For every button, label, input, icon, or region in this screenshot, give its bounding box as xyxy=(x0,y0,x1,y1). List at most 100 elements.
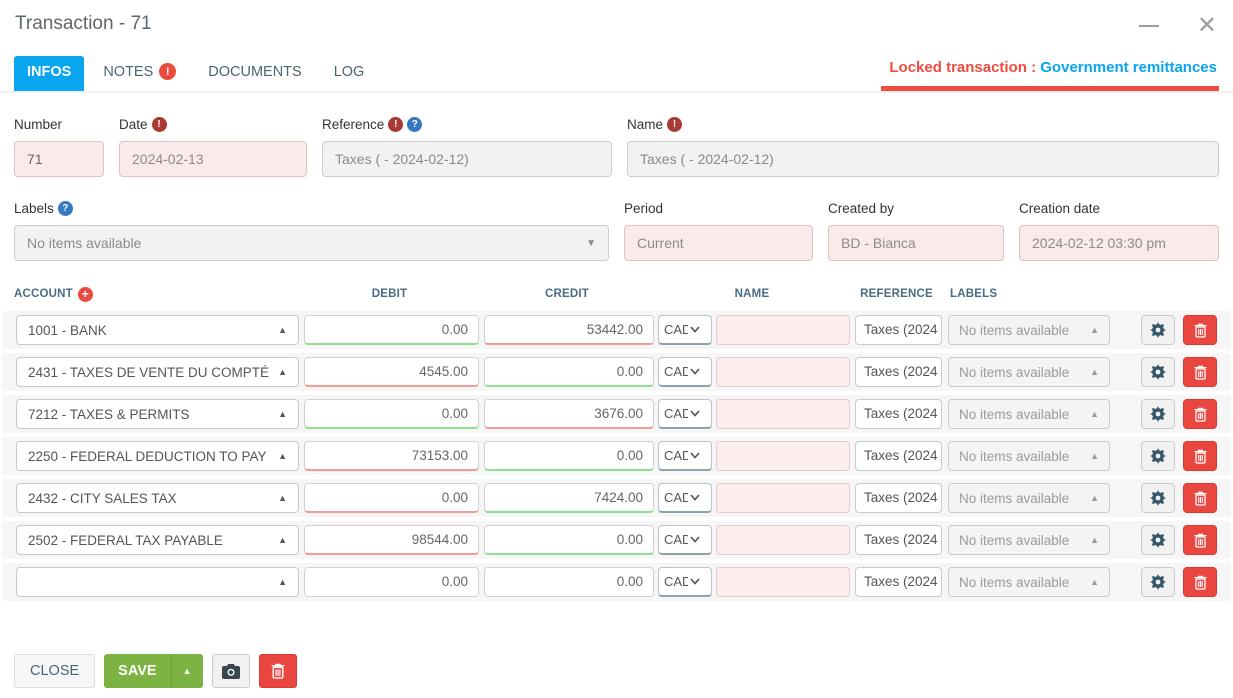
trash-icon xyxy=(1194,491,1206,506)
close-icon[interactable]: ✕ xyxy=(1196,12,1217,39)
row-reference-input[interactable]: Taxes (2024 xyxy=(855,483,942,513)
credit-input[interactable]: 7424.00 xyxy=(484,483,654,513)
snapshot-button[interactable] xyxy=(211,654,250,688)
row-settings-button[interactable] xyxy=(1141,483,1175,513)
titlebar: Transaction - 71 ✕ xyxy=(0,0,1233,39)
chevron-down-icon xyxy=(690,494,700,501)
row-name-input[interactable] xyxy=(716,399,850,429)
credit-column-header: CREDIT xyxy=(544,288,589,300)
entries-table: 1001 - BANK ▲ 0.00 53442.00 CAD Taxes (2… xyxy=(0,311,1233,601)
row-labels-select[interactable]: No items available ▲ xyxy=(948,567,1110,597)
row-labels-value: No items available xyxy=(959,574,1070,590)
tab-notes[interactable]: NOTES ! xyxy=(90,55,189,89)
row-delete-button[interactable] xyxy=(1183,315,1217,345)
tab-infos[interactable]: INFOS xyxy=(14,55,85,91)
row-reference-input[interactable]: Taxes (2024 xyxy=(855,567,942,597)
row-reference-input[interactable]: Taxes (2024 xyxy=(855,315,942,345)
debit-input[interactable]: 73153.00 xyxy=(304,441,479,471)
debit-input[interactable]: 0.00 xyxy=(304,483,479,513)
row-settings-button[interactable] xyxy=(1141,441,1175,471)
row-name-input[interactable] xyxy=(716,441,850,471)
row-reference-input[interactable]: Taxes (2024 xyxy=(855,399,942,429)
credit-input[interactable]: 53442.00 xyxy=(484,315,654,345)
credit-input[interactable]: 0.00 xyxy=(484,441,654,471)
currency-select-value: CAD xyxy=(664,532,688,547)
account-select[interactable]: 2432 - CITY SALES TAX ▲ xyxy=(16,483,299,513)
number-input[interactable]: 71 xyxy=(14,141,104,177)
period-input[interactable]: Current xyxy=(624,225,813,261)
row-reference-input[interactable]: Taxes (2024 xyxy=(855,441,942,471)
account-select[interactable]: 7212 - TAXES & PERMITS ▲ xyxy=(16,399,299,429)
row-name-input[interactable] xyxy=(716,483,850,513)
row-labels-select[interactable]: No items available ▲ xyxy=(948,399,1110,429)
currency-select[interactable]: CAD xyxy=(658,357,712,387)
close-button[interactable]: CLOSE xyxy=(14,654,96,688)
account-select[interactable]: 2250 - FEDERAL DEDUCTION TO PAY ▲ xyxy=(16,441,299,471)
row-settings-button[interactable] xyxy=(1141,399,1175,429)
entries-table-header: ACCOUNT + DEBIT CREDIT NAME REFERENCE LA… xyxy=(0,283,1233,305)
date-input[interactable]: 2024-02-13 xyxy=(119,141,307,177)
row-delete-button[interactable] xyxy=(1183,441,1217,471)
row-delete-button[interactable] xyxy=(1183,483,1217,513)
currency-select[interactable]: CAD xyxy=(658,441,712,471)
chevron-up-icon: ▲ xyxy=(278,409,287,419)
row-reference-input[interactable]: Taxes (2024 xyxy=(855,525,942,555)
currency-select[interactable]: CAD xyxy=(658,567,712,597)
debit-input[interactable]: 4545.00 xyxy=(304,357,479,387)
labels-dropdown[interactable]: No items available ▼ xyxy=(14,225,609,261)
required-warning-icon: ! xyxy=(667,117,683,132)
debit-input[interactable]: 0.00 xyxy=(304,399,479,429)
reference-label: Reference xyxy=(322,117,385,132)
row-settings-button[interactable] xyxy=(1141,525,1175,555)
row-labels-select[interactable]: No items available ▲ xyxy=(948,441,1110,471)
created-by-input[interactable]: BD - Bianca xyxy=(828,225,1004,261)
row-name-input[interactable] xyxy=(716,315,850,345)
currency-select[interactable]: CAD xyxy=(658,399,712,429)
debit-column-header: DEBIT xyxy=(371,288,408,300)
delete-transaction-button[interactable] xyxy=(258,654,297,688)
row-delete-button[interactable] xyxy=(1183,525,1217,555)
add-account-row-button[interactable]: + xyxy=(77,286,93,302)
name-input[interactable]: Taxes ( - 2024-02-12) xyxy=(627,141,1219,177)
account-select[interactable]: ▲ xyxy=(16,567,299,597)
save-button[interactable]: SAVE xyxy=(118,663,157,679)
row-labels-select[interactable]: No items available ▲ xyxy=(948,315,1110,345)
credit-input[interactable]: 0.00 xyxy=(484,525,654,555)
currency-select[interactable]: CAD xyxy=(658,315,712,345)
account-select[interactable]: 2431 - TAXES DE VENTE DU COMPTÉ ▲ xyxy=(16,357,299,387)
tab-documents[interactable]: DOCUMENTS xyxy=(195,56,314,89)
row-settings-button[interactable] xyxy=(1141,315,1175,345)
reference-input[interactable]: Taxes ( - 2024-02-12) xyxy=(322,141,612,177)
creation-date-input[interactable]: 2024-02-12 03:30 pm xyxy=(1019,225,1219,261)
row-delete-button[interactable] xyxy=(1183,567,1217,597)
help-icon[interactable]: ? xyxy=(57,201,73,216)
tab-log[interactable]: LOG xyxy=(321,56,378,89)
help-icon[interactable]: ? xyxy=(407,117,423,132)
debit-input[interactable]: 98544.00 xyxy=(304,525,479,555)
row-labels-select[interactable]: No items available ▲ xyxy=(948,525,1110,555)
minimize-icon[interactable] xyxy=(1138,25,1159,27)
row-delete-button[interactable] xyxy=(1183,357,1217,387)
row-labels-select[interactable]: No items available ▲ xyxy=(948,483,1110,513)
row-settings-button[interactable] xyxy=(1141,567,1175,597)
created-by-label: Created by xyxy=(828,201,895,216)
row-settings-button[interactable] xyxy=(1141,357,1175,387)
account-select[interactable]: 1001 - BANK ▲ xyxy=(16,315,299,345)
row-name-input[interactable] xyxy=(716,357,850,387)
row-reference-input[interactable]: Taxes (2024 xyxy=(855,357,942,387)
account-select[interactable]: 2502 - FEDERAL TAX PAYABLE ▲ xyxy=(16,525,299,555)
currency-select[interactable]: CAD xyxy=(658,483,712,513)
row-labels-select[interactable]: No items available ▲ xyxy=(948,357,1110,387)
credit-input[interactable]: 0.00 xyxy=(484,567,654,597)
tab-notes-label: NOTES xyxy=(103,63,154,80)
debit-input[interactable]: 0.00 xyxy=(304,567,479,597)
row-delete-button[interactable] xyxy=(1183,399,1217,429)
credit-input[interactable]: 3676.00 xyxy=(484,399,654,429)
save-options-button[interactable]: ▲ xyxy=(170,654,203,688)
debit-input[interactable]: 0.00 xyxy=(304,315,479,345)
chevron-up-icon: ▲ xyxy=(1090,367,1099,377)
credit-input[interactable]: 0.00 xyxy=(484,357,654,387)
currency-select[interactable]: CAD xyxy=(658,525,712,555)
row-name-input[interactable] xyxy=(716,567,850,597)
row-name-input[interactable] xyxy=(716,525,850,555)
